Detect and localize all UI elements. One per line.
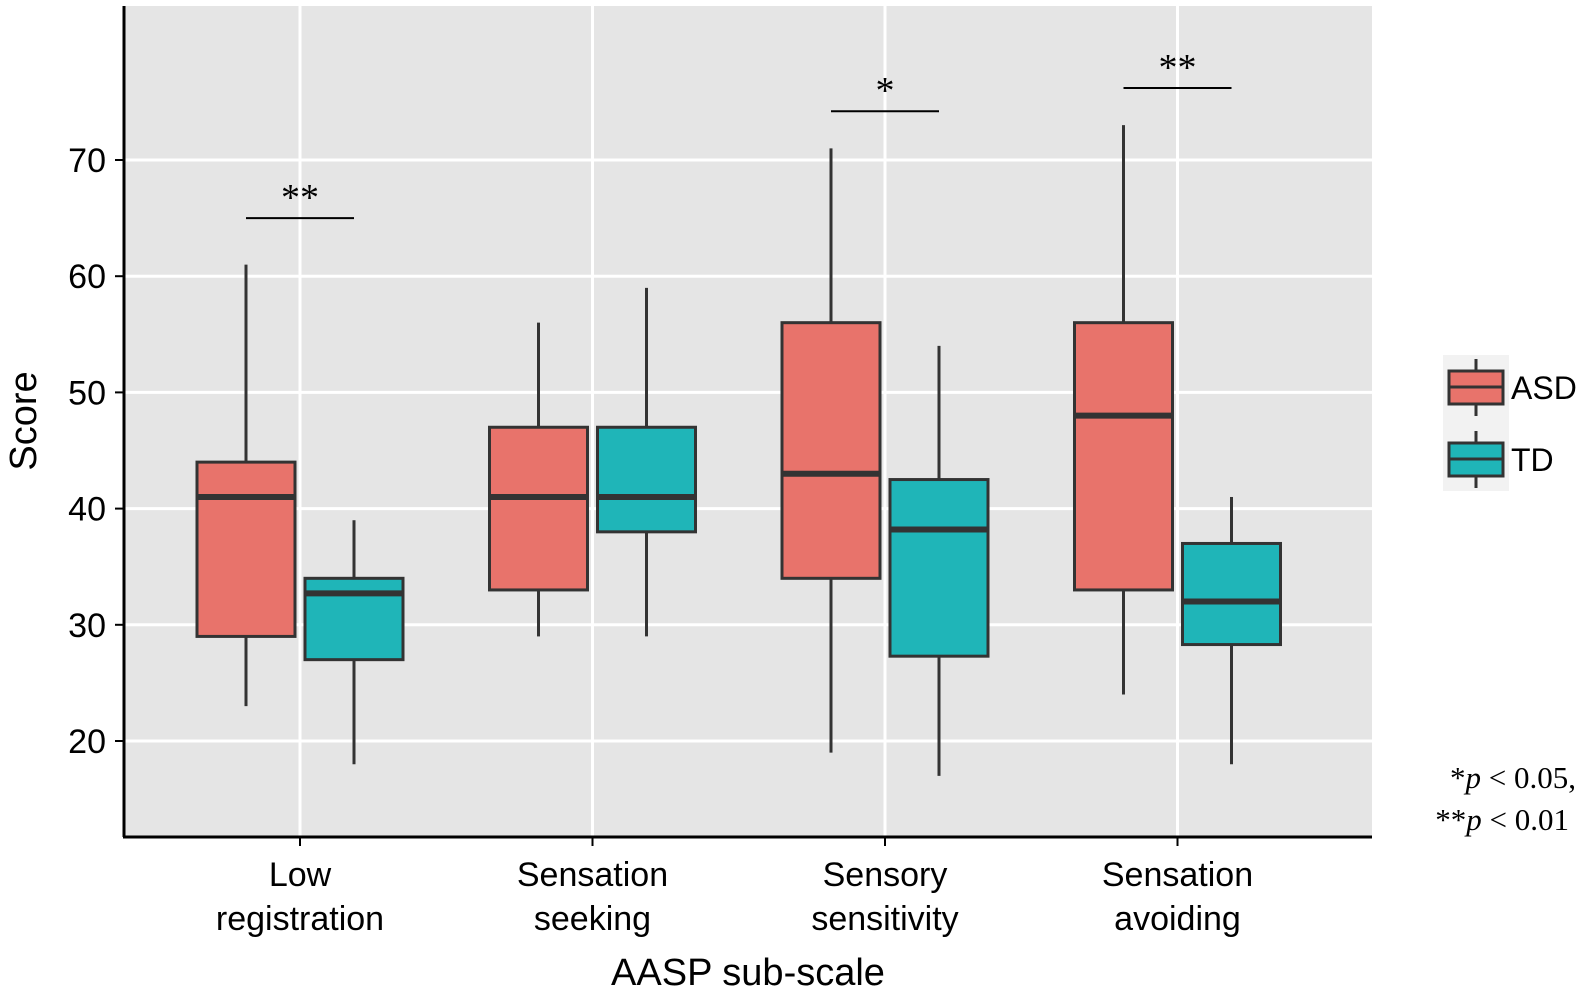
- y-tick-label: 30: [68, 607, 106, 645]
- box-td-3: [1181, 496, 1282, 765]
- box-asd-0: [195, 264, 297, 707]
- legend: ASD TD: [1443, 355, 1577, 491]
- note-line-2: **p < 0.01: [1435, 802, 1569, 837]
- box-td-2: [888, 345, 990, 776]
- significance-label: **: [1159, 47, 1197, 89]
- box-iqr: [888, 478, 990, 658]
- box-asd-3: [1073, 125, 1174, 695]
- note-line-1: *p < 0.05,: [1450, 760, 1576, 795]
- box-td-1: [596, 287, 697, 637]
- box-asd-1: [488, 322, 589, 637]
- note-line-1-p: p: [1464, 760, 1482, 795]
- significance-label: **: [281, 177, 319, 219]
- box-asd-2: [780, 148, 882, 753]
- y-axis-ticks: 20 30 40 50 60 70: [68, 142, 124, 761]
- y-axis-title: Score: [3, 371, 45, 470]
- significance-note: *p < 0.05, **p < 0.01: [1435, 760, 1576, 837]
- significance-markers: *****: [246, 47, 1232, 220]
- x-tick-label-line1: Low: [269, 856, 332, 894]
- x-tick-label-line2: seeking: [534, 900, 651, 938]
- note-line-1-rest: < 0.05,: [1481, 760, 1576, 795]
- x-axis-title: AASP sub-scale: [611, 952, 885, 994]
- box-iqr: [596, 425, 697, 534]
- box-iqr: [195, 460, 297, 638]
- y-tick-label: 40: [68, 491, 106, 529]
- x-tick-label-line1: Sensation: [517, 856, 668, 894]
- note-line-1-stars: *: [1450, 760, 1466, 795]
- x-axis-ticks: Low registration Sensation seeking Sensory se…: [216, 837, 1253, 938]
- plot-panel: [124, 6, 1372, 836]
- box-td-0: [303, 520, 405, 765]
- legend-label-asd: ASD: [1511, 370, 1577, 406]
- legend-label-td: TD: [1511, 442, 1554, 478]
- note-line-2-stars: **: [1435, 802, 1466, 837]
- y-tick-label: 20: [68, 723, 106, 761]
- x-tick-label-line2: registration: [216, 900, 384, 938]
- x-tick-label-line2: avoiding: [1114, 900, 1241, 938]
- y-tick-label: 60: [68, 258, 106, 296]
- x-tick-label-line2: sensitivity: [811, 900, 958, 938]
- x-tick-label-line1: Sensation: [1102, 856, 1253, 894]
- box-iqr: [488, 425, 589, 592]
- box-iqr: [780, 321, 882, 580]
- note-line-2-rest: < 0.01: [1482, 802, 1569, 837]
- x-tick-label-line1: Sensory: [823, 856, 948, 894]
- y-tick-label: 70: [68, 142, 106, 180]
- box-iqr: [1073, 321, 1174, 592]
- note-line-2-p: p: [1464, 802, 1482, 837]
- box-iqr: [1181, 541, 1282, 647]
- y-tick-label: 50: [68, 374, 106, 412]
- significance-label: *: [876, 70, 895, 112]
- box-series: [195, 125, 1282, 776]
